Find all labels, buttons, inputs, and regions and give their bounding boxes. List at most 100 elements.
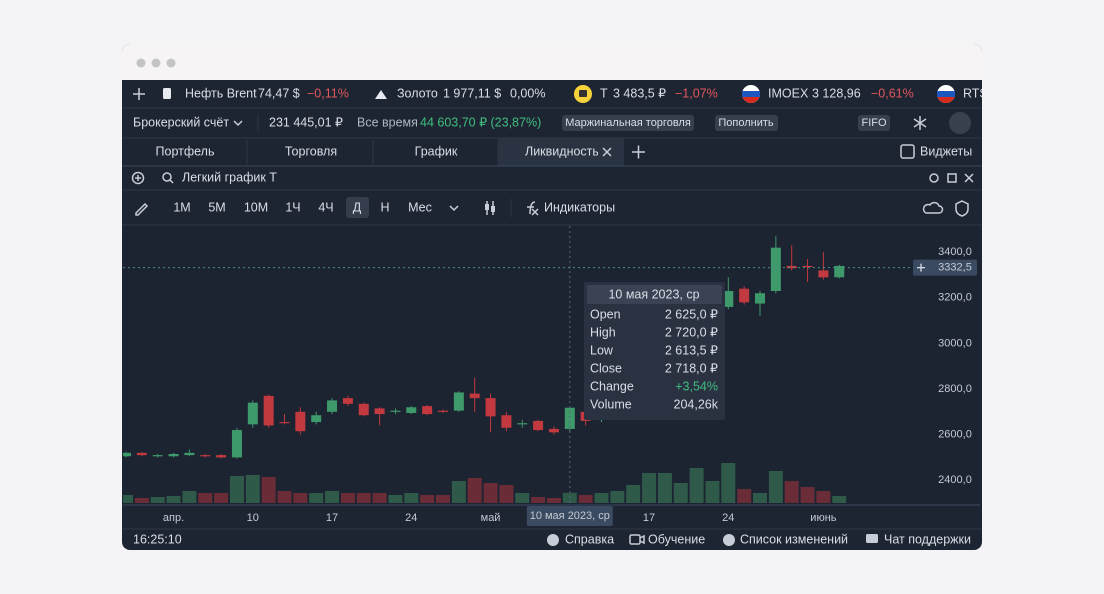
ticker-name[interactable]: RTS xyxy=(963,86,988,100)
account-balance: 231 445,01 ₽ xyxy=(269,115,343,129)
interval-button[interactable]: Н xyxy=(380,200,389,214)
ticker-name[interactable]: Золото xyxy=(397,86,438,100)
margin-button[interactable] xyxy=(562,115,694,131)
volume-bar xyxy=(515,493,530,503)
candle-body xyxy=(123,452,131,457)
add-tab[interactable] xyxy=(632,145,645,159)
ticker-change: −0,11% xyxy=(307,86,349,100)
tooltip-value: 204,26k xyxy=(674,397,719,411)
interval-button[interactable]: 10М xyxy=(244,200,268,214)
window-dot[interactable] xyxy=(151,58,161,68)
volume-bar xyxy=(546,498,561,503)
avatar[interactable] xyxy=(949,112,971,134)
interval-button[interactable]: 4Ч xyxy=(318,200,333,214)
volume-bar xyxy=(214,493,229,503)
close-tab[interactable] xyxy=(602,147,612,157)
interval-button[interactable]: 1М xyxy=(173,200,190,214)
widget-settings[interactable] xyxy=(929,173,939,183)
volume-bar xyxy=(705,481,720,503)
volume-bar xyxy=(123,495,133,503)
oil-icon xyxy=(163,88,171,99)
candle-body xyxy=(755,293,765,304)
widget-close[interactable] xyxy=(964,173,974,183)
shield-icon[interactable] xyxy=(955,200,969,217)
tooltip-label: Volume xyxy=(590,397,632,411)
candle-body xyxy=(342,398,353,404)
candle-body xyxy=(453,392,464,411)
info-icon xyxy=(723,534,735,546)
footer-link[interactable]: Чат поддержки xyxy=(884,532,971,546)
widget-maximize[interactable] xyxy=(947,173,957,183)
candle-body xyxy=(517,423,528,425)
y-tick-label: 2400,0 xyxy=(938,474,972,486)
y-tick-label: 3000,0 xyxy=(938,337,972,349)
interval-button[interactable]: Д xyxy=(353,200,362,214)
ticker-change: −0,61% xyxy=(871,86,914,100)
volume-bar xyxy=(436,495,450,503)
x-tick-label: 10 xyxy=(247,512,259,524)
footer-link[interactable]: Справка xyxy=(565,532,614,546)
interval-more[interactable] xyxy=(449,205,459,212)
ticker-name[interactable]: T xyxy=(600,86,608,100)
window-dot[interactable] xyxy=(136,58,146,68)
draw-tool[interactable] xyxy=(135,202,149,216)
fifo-button[interactable] xyxy=(858,115,890,131)
interval-button[interactable]: 5М xyxy=(208,200,225,214)
footer-link[interactable]: Обучение xyxy=(648,532,705,546)
period-label[interactable]: Все время xyxy=(357,115,418,129)
tab[interactable]: Ликвидность xyxy=(525,144,599,158)
tooltip-value: 2 720,0 ₽ xyxy=(665,325,718,339)
volume-bar xyxy=(594,493,609,503)
ticker-name[interactable]: Нефть Brent xyxy=(185,86,257,100)
candle-body xyxy=(770,247,781,291)
interval-button[interactable]: Мес xyxy=(408,200,432,214)
indicators-button[interactable]: Индикаторы xyxy=(544,200,615,214)
candle-body xyxy=(723,290,734,307)
tooltip-value: 2 613,5 ₽ xyxy=(665,343,718,357)
candle-body xyxy=(136,452,147,456)
cloud-icon[interactable] xyxy=(922,201,944,214)
volume-bar xyxy=(150,497,165,503)
candle-body xyxy=(358,403,369,416)
ticker-name[interactable]: IMOEX xyxy=(768,86,809,100)
add-ticker[interactable] xyxy=(133,88,145,100)
window-dot[interactable] xyxy=(166,58,176,68)
active-interval xyxy=(346,197,369,218)
ticker-price: 3 128,96 xyxy=(812,86,861,100)
volume-bar xyxy=(356,493,371,503)
tab[interactable]: График xyxy=(415,144,458,158)
instrument-search[interactable]: Легкий график Т xyxy=(182,170,277,184)
ru-flag xyxy=(937,85,955,103)
volume-bar xyxy=(832,496,847,503)
candle-body xyxy=(263,395,274,426)
last-price-label: 3332,5 xyxy=(938,262,972,274)
add-widget-icon[interactable] xyxy=(131,171,145,185)
account-select[interactable]: Брокерский счёт xyxy=(133,115,229,129)
x-tick-label: 17 xyxy=(643,512,655,524)
volume-bar xyxy=(816,491,831,503)
candle-body xyxy=(216,455,227,458)
tooltip-label: High xyxy=(590,325,616,339)
ru-flag xyxy=(742,85,760,103)
widgets-button[interactable]: Виджеты xyxy=(920,144,972,158)
footer-link[interactable]: Список изменений xyxy=(740,532,848,546)
active-tab[interactable] xyxy=(498,138,624,166)
candle-body xyxy=(438,410,448,412)
clock: 16:25:10 xyxy=(133,532,182,546)
volume-bar xyxy=(451,481,466,503)
video-icon xyxy=(629,534,641,545)
volume-bar xyxy=(325,491,340,503)
candle-body xyxy=(834,265,845,278)
tooltip-value: 2 718,0 ₽ xyxy=(665,361,718,375)
tab[interactable]: Портфель xyxy=(156,144,215,158)
deposit-button[interactable] xyxy=(715,115,778,131)
volume-bar xyxy=(657,473,672,503)
interval-button[interactable]: 1Ч xyxy=(285,200,300,214)
volume-bar xyxy=(261,477,276,503)
tooltip-label: Close xyxy=(590,361,622,375)
settings-icon[interactable] xyxy=(913,116,927,130)
chart-type-icon-body xyxy=(485,204,489,210)
tbank-icon-mark xyxy=(579,90,587,97)
tooltip: 10 мая 2023, ср Open 2 625,0 ₽ High 2 72… xyxy=(584,282,725,420)
tab[interactable]: Торговля xyxy=(285,144,337,158)
